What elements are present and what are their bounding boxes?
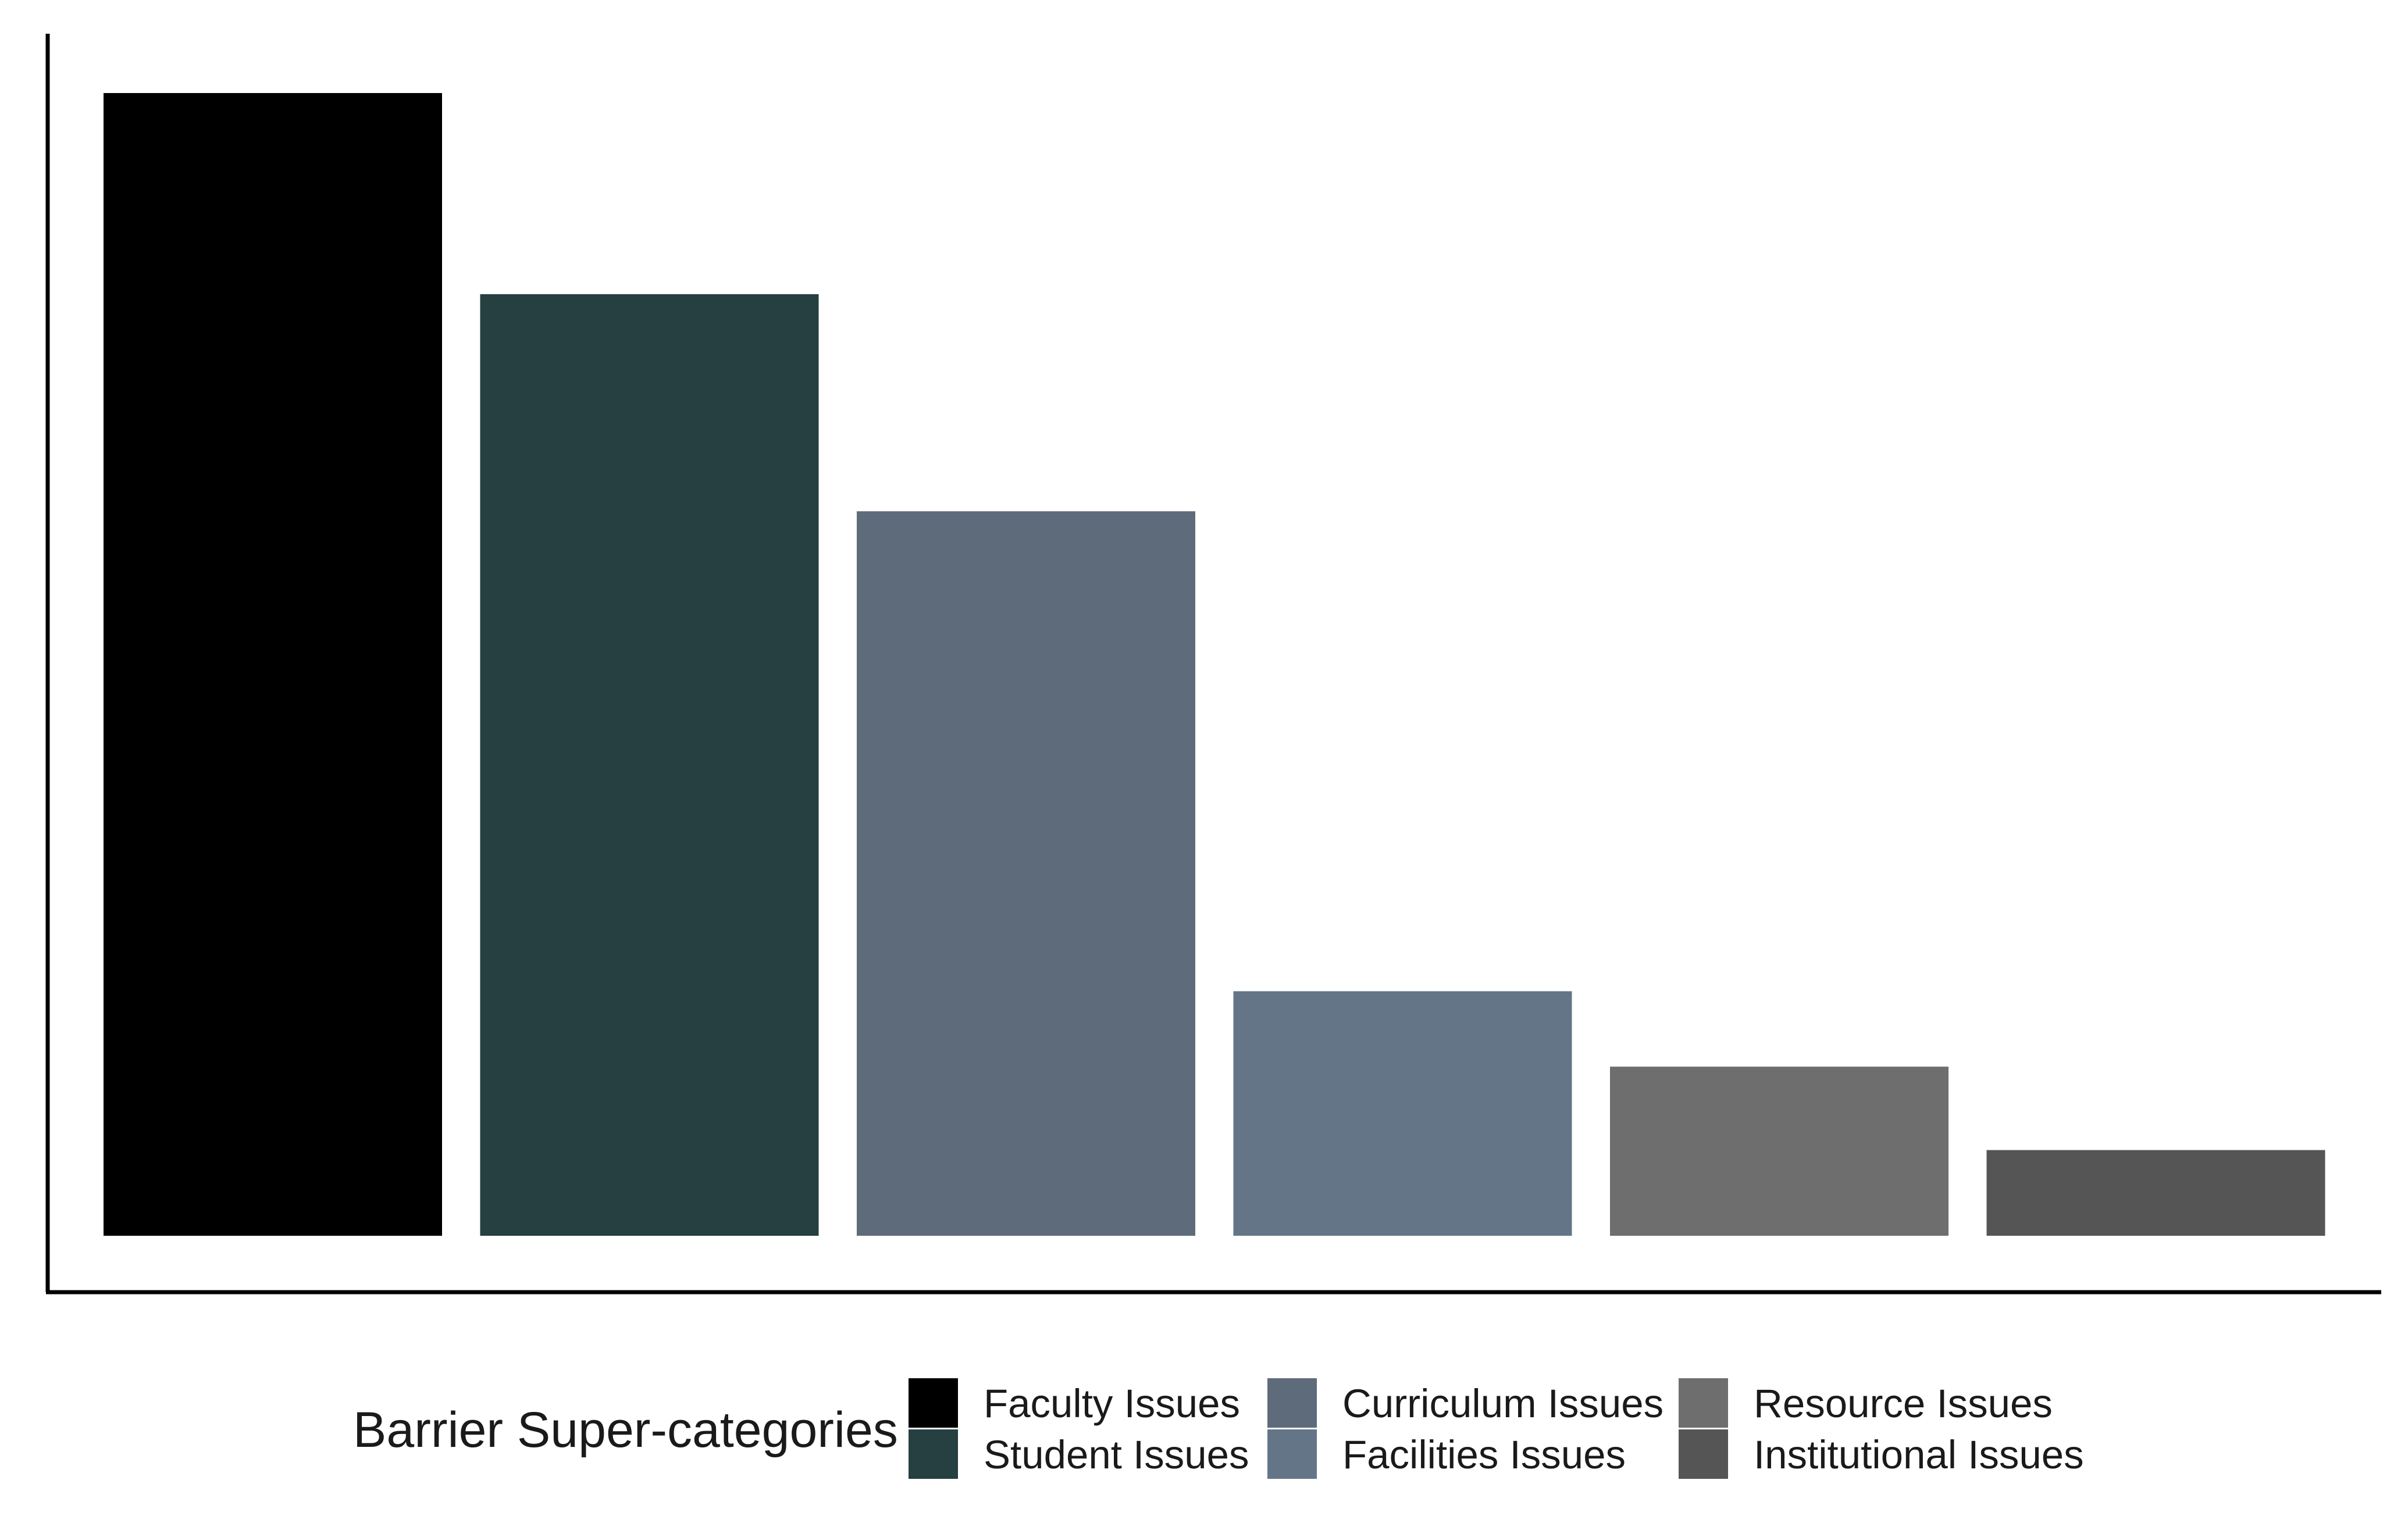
- legend-swatch: [909, 1429, 958, 1479]
- legend-swatch: [1267, 1378, 1317, 1428]
- legend-swatch: [1267, 1429, 1317, 1479]
- bar-chart: [45, 34, 2381, 1294]
- legend-label: Facilities Issues: [1342, 1432, 1626, 1477]
- legend-swatch: [909, 1378, 958, 1428]
- legend-title: Barrier Super-categories: [353, 1402, 898, 1458]
- bar-institutional-issues: [1986, 1150, 2325, 1236]
- bar-facilities-issues: [1233, 991, 1572, 1236]
- bars-group: [104, 93, 2325, 1236]
- legend-label: Institutional Issues: [1754, 1432, 2084, 1477]
- bar-resource-issues: [1610, 1067, 1949, 1236]
- legend-label: Resource Issues: [1754, 1381, 2053, 1426]
- legend-label: Faculty Issues: [984, 1381, 1240, 1426]
- legend-label: Student Issues: [984, 1432, 1249, 1477]
- legend-swatch: [1679, 1429, 1728, 1479]
- legend-label: Curriculum Issues: [1342, 1381, 1664, 1426]
- bar-faculty-issues: [104, 93, 442, 1236]
- legend-swatch: [1679, 1378, 1728, 1428]
- legend: Barrier Super-categories Faculty Issues …: [0, 1367, 2408, 1506]
- bar-curriculum-issues: [857, 511, 1195, 1236]
- bar-student-issues: [480, 294, 819, 1236]
